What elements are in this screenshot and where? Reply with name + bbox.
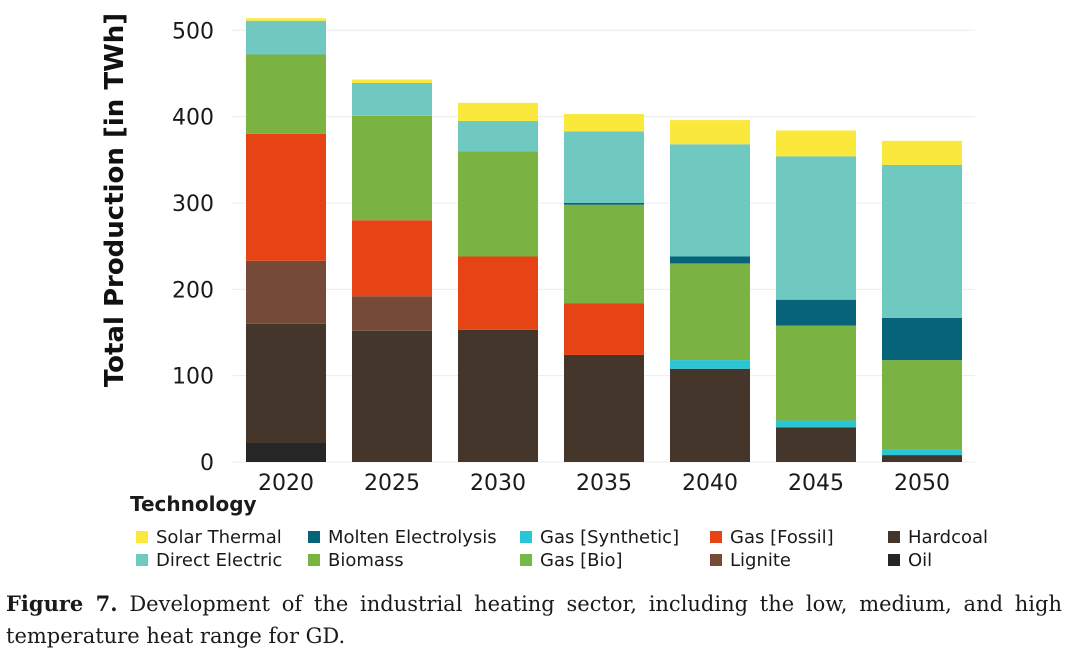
bar-segment-direct-electric-2050 (882, 164, 962, 318)
legend-swatch (308, 554, 320, 566)
bar-segment-biomass-2050 (882, 360, 962, 450)
x-tick-label-2050: 2050 (894, 471, 950, 496)
bar-segment-direct-electric-2020 (246, 20, 326, 55)
bar-segment-hardcoal-2030 (458, 329, 538, 462)
bar-segment-solar-thermal-2030 (458, 102, 538, 121)
legend-label: Gas [Synthetic] (540, 526, 680, 548)
legend-item-molten-electrolysis: Molten Electrolysis (308, 526, 497, 548)
legend-swatch (136, 554, 148, 566)
legend-item-gas-synthetic: Gas [Synthetic] (520, 526, 679, 548)
bar-segment-solar-thermal-2050 (882, 140, 962, 165)
bar-segment-direct-electric-2040 (670, 144, 750, 257)
bar-segment-lignite-2025 (352, 296, 432, 331)
legend-item-direct-electric: Direct Electric (136, 549, 282, 571)
x-tick-label-2040: 2040 (682, 471, 738, 496)
bar-segment-direct-electric-2025 (352, 82, 432, 116)
x-tick-label-2025: 2025 (364, 471, 420, 496)
y-tick-label: 500 (172, 19, 214, 44)
caption-label: Figure 7. (6, 591, 118, 616)
legend-title: Technology (130, 492, 257, 516)
bar-segment-hardcoal-2020 (246, 323, 326, 444)
bar-segment-biomass-2035 (564, 204, 644, 304)
bar-segment-lignite-2020 (246, 260, 326, 324)
legend-label: Direct Electric (156, 549, 283, 571)
legend-swatch (710, 554, 722, 566)
legend-swatch (136, 531, 148, 543)
legend-item-hardcoal: Hardcoal (888, 526, 988, 548)
legend-label: Solar Thermal (156, 526, 282, 548)
legend-label: Gas [Fossil] (730, 526, 834, 548)
legend-swatch (888, 531, 900, 543)
bar-segment-molten-electrolysis-2040 (670, 256, 750, 264)
legend: Solar Thermal Molten Electrolysis Gas [Syn… (136, 526, 996, 572)
x-tick-label-2030: 2030 (470, 471, 526, 496)
bar-segment-biomass-2020 (246, 54, 326, 134)
stacked-bar-chart: 0 100 200 300 400 500 2020 2025 2030 2035 2040 204… (100, 13, 975, 496)
y-tick-label: 200 (172, 278, 214, 303)
legend-swatch (520, 531, 532, 543)
legend-label: Molten Electrolysis (328, 526, 497, 548)
bar-stacks (246, 18, 962, 462)
bar-segment-biomass-2045 (776, 325, 856, 421)
legend-label: Hardcoal (908, 526, 989, 548)
y-tick-label: 100 (172, 365, 214, 390)
bar-segment-gas-fossil-2020 (246, 133, 326, 261)
bar-segment-direct-electric-2035 (564, 131, 644, 203)
bar-segment-biomass-2040 (670, 263, 750, 361)
bar-segment-hardcoal-2035 (564, 354, 644, 462)
y-tick-label: 400 (172, 106, 214, 131)
bar-segment-molten-electrolysis-2045 (776, 299, 856, 326)
bar-segment-solar-thermal-2035 (564, 114, 644, 132)
bar-segment-solar-thermal-2025 (352, 79, 432, 83)
x-tick-label-2020: 2020 (258, 471, 314, 496)
legend-item-oil: Oil (888, 549, 932, 571)
bar-segment-gas-synthetic-2050 (882, 449, 962, 456)
legend-swatch (520, 554, 532, 566)
y-axis-ticks: 0 100 200 300 400 500 (172, 19, 214, 476)
bar-segment-hardcoal-2050 (882, 455, 962, 462)
y-tick-label: 0 (200, 451, 214, 476)
y-axis-title: Total Production [in TWh] (100, 13, 130, 387)
bar-segment-gas-fossil-2035 (564, 303, 644, 355)
legend-label: Gas [Bio] (540, 549, 623, 571)
bar-segment-biomass-2025 (352, 115, 432, 221)
legend-item-gas-bio: Gas [Bio] (520, 549, 623, 571)
bar-segment-gas-fossil-2025 (352, 220, 432, 297)
legend-label: Lignite (730, 549, 791, 571)
bar-segment-gas-synthetic-2045 (776, 420, 856, 428)
legend-label: Biomass (328, 549, 404, 571)
bar-segment-solar-thermal-2045 (776, 130, 856, 157)
bar-segment-direct-electric-2045 (776, 156, 856, 300)
x-tick-label-2035: 2035 (576, 471, 632, 496)
legend-label: Oil (908, 549, 933, 571)
legend-item-gas-fossil: Gas [Fossil] (710, 526, 834, 548)
bar-segment-gas-fossil-2030 (458, 256, 538, 330)
bar-segment-hardcoal-2025 (352, 330, 432, 462)
bar-segment-molten-electrolysis-2035 (564, 202, 644, 205)
bar-segment-solar-thermal-2040 (670, 120, 750, 145)
y-tick-label: 300 (172, 192, 214, 217)
bar-segment-hardcoal-2045 (776, 427, 856, 462)
x-tick-label-2045: 2045 (788, 471, 844, 496)
caption-text: Development of the industrial heating se… (6, 592, 1062, 648)
legend-swatch (710, 531, 722, 543)
bar-segment-hardcoal-2040 (670, 368, 750, 462)
bar-segment-gas-synthetic-2040 (670, 360, 750, 369)
legend-item-lignite: Lignite (710, 549, 791, 571)
legend-item-biomass: Biomass (308, 549, 404, 571)
x-axis-ticks: 2020 2025 2030 2035 2040 2045 2050 (258, 471, 950, 496)
bar-segment-molten-electrolysis-2050 (882, 317, 962, 361)
figure-caption: Figure 7. Development of the industrial … (6, 588, 1062, 652)
bar-segment-direct-electric-2030 (458, 120, 538, 152)
bar-segment-biomass-2030 (458, 151, 538, 257)
bar-segment-oil-2020 (246, 443, 326, 462)
legend-item-solar-thermal: Solar Thermal (136, 526, 282, 548)
bar-segment-solar-thermal-2020 (246, 18, 326, 21)
legend-swatch (308, 531, 320, 543)
legend-swatch (888, 554, 900, 566)
